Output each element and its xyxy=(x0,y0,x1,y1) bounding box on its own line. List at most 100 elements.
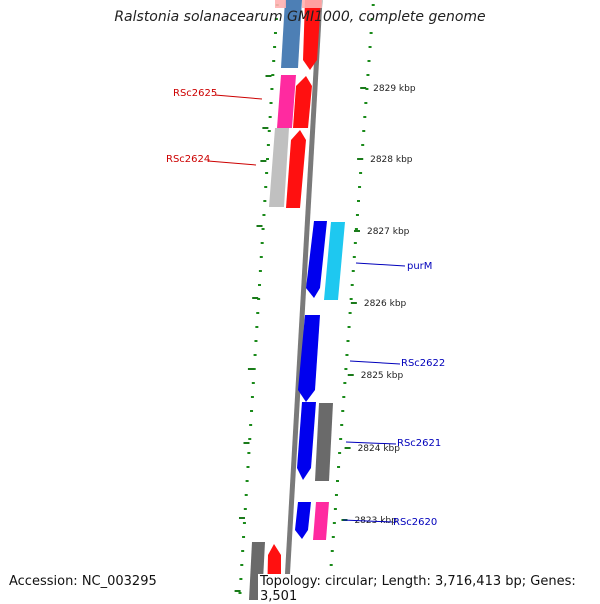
track-dot xyxy=(239,578,243,580)
accession-text: Accession: NC_003295 xyxy=(7,574,159,589)
gene-leader-line xyxy=(342,519,393,523)
track-dot xyxy=(371,4,375,6)
gene-feature-rsc2620[interactable] xyxy=(313,502,329,540)
track-dot xyxy=(364,102,368,104)
track-dot xyxy=(331,536,335,538)
track-dot xyxy=(260,242,264,244)
track-dot xyxy=(243,508,247,510)
track-dot xyxy=(369,32,373,34)
tick-mark xyxy=(353,230,360,232)
track-dot xyxy=(252,368,256,370)
track-dot xyxy=(259,256,263,258)
track-dot xyxy=(354,228,358,230)
track-dot xyxy=(242,536,246,538)
track-dot xyxy=(342,396,346,398)
gene-label-rsc2622[interactable]: RSc2622 xyxy=(401,358,445,369)
gene-leader-line xyxy=(214,94,263,100)
track-dot xyxy=(349,298,353,300)
gene-feature-rsc2622[interactable] xyxy=(298,315,320,402)
tick-mark xyxy=(247,368,254,370)
track-dot xyxy=(365,88,369,90)
gene-label-rsc2624[interactable]: RSc2624 xyxy=(166,154,210,165)
track-dot xyxy=(273,32,277,34)
track-dot xyxy=(267,130,271,132)
track-dot xyxy=(370,18,374,20)
gene-label-rsc2621[interactable]: RSc2621 xyxy=(397,438,441,449)
tick-mark xyxy=(234,590,241,592)
gene-feature[interactable] xyxy=(293,76,312,128)
gene-leader-line xyxy=(207,160,257,166)
track-dot xyxy=(258,284,262,286)
tick-mark xyxy=(357,158,364,160)
gene-feature[interactable] xyxy=(281,0,302,68)
track-dot xyxy=(348,312,352,314)
track-dot xyxy=(351,270,355,272)
gene-labels: RSc2625 RSc2624 purM RSc2622 RSc2621 RSc2620 xyxy=(166,88,445,528)
track-dot xyxy=(248,438,252,440)
track-dot xyxy=(272,60,276,62)
gene-feature-purm[interactable] xyxy=(324,222,345,300)
gene-label-purm[interactable]: purM xyxy=(407,261,432,272)
gene-label-rsc2625[interactable]: RSc2625 xyxy=(173,88,217,99)
track-dot xyxy=(265,172,269,174)
track-dot xyxy=(353,242,357,244)
track-dot xyxy=(241,550,245,552)
gene-leader-line xyxy=(349,360,401,365)
gene-label-rsc2620[interactable]: RSc2620 xyxy=(393,517,437,528)
track-dot xyxy=(263,200,267,202)
tick-label: 2825 kbp xyxy=(361,371,404,381)
track-dot xyxy=(329,564,333,566)
track-dot xyxy=(330,550,334,552)
track-dot xyxy=(238,592,242,594)
track-dot xyxy=(367,60,371,62)
tick-mark xyxy=(262,127,269,129)
gene-leader-line xyxy=(355,262,406,267)
tick-mark xyxy=(265,75,272,77)
track-dot xyxy=(262,214,266,216)
tick-mark xyxy=(252,297,259,299)
track-dot xyxy=(246,466,250,468)
track-dot xyxy=(264,186,268,188)
track-dot xyxy=(273,46,277,48)
track-dot xyxy=(347,326,351,328)
track-dot xyxy=(257,298,261,300)
tick-mark xyxy=(243,442,250,444)
track-dot xyxy=(244,494,248,496)
track-dot xyxy=(250,396,254,398)
track-dot xyxy=(258,270,262,272)
track-dot xyxy=(270,88,274,90)
track-dot xyxy=(355,214,359,216)
gene-feature[interactable] xyxy=(302,0,322,8)
tick-label: 2829 kbp xyxy=(373,84,416,94)
gene-feature[interactable] xyxy=(286,130,306,208)
track-dot xyxy=(362,130,366,132)
inner-dotted-track xyxy=(238,4,279,594)
tick-mark xyxy=(260,160,267,162)
gene-feature[interactable] xyxy=(306,221,327,298)
gene-features xyxy=(249,0,345,600)
track-dot xyxy=(343,382,347,384)
track-dot xyxy=(332,522,336,524)
gene-feature-rsc2624[interactable] xyxy=(269,128,289,207)
track-dot xyxy=(333,508,337,510)
gene-feature[interactable] xyxy=(297,402,316,480)
tick-mark xyxy=(347,374,354,376)
track-dot xyxy=(345,354,349,356)
gene-feature-rsc2621[interactable] xyxy=(315,403,333,481)
track-dot xyxy=(341,410,345,412)
tick-mark xyxy=(360,87,367,89)
gene-feature-rsc2625[interactable] xyxy=(277,75,296,128)
tick-mark xyxy=(256,225,263,227)
track-dot xyxy=(346,340,350,342)
track-dot xyxy=(242,522,246,524)
track-dot xyxy=(334,494,338,496)
gene-leader-line xyxy=(345,441,397,445)
track-dot xyxy=(269,102,273,104)
gene-feature[interactable] xyxy=(275,0,286,8)
gene-feature[interactable] xyxy=(295,502,311,539)
track-dot xyxy=(256,312,260,314)
track-dot xyxy=(358,186,362,188)
gene-feature[interactable] xyxy=(303,0,321,70)
track-dot xyxy=(357,200,360,202)
tick-label: 2827 kbp xyxy=(367,227,410,237)
